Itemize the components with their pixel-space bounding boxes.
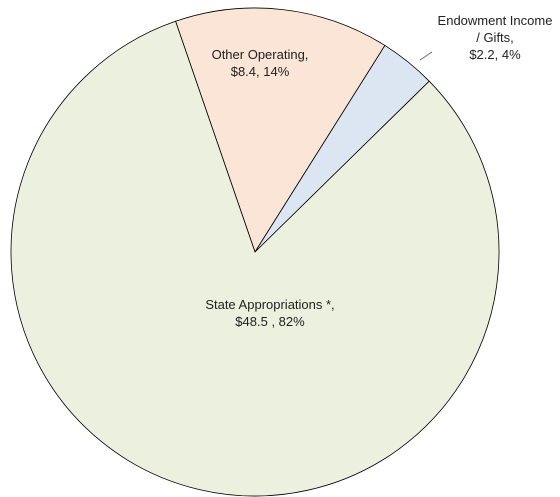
slice-label: Other Operating, $8.4, 14% bbox=[195, 46, 325, 80]
slice-value: $2.2, 4% bbox=[469, 47, 521, 62]
slice-value: $48.5 , 82% bbox=[235, 314, 305, 329]
slice-name: State Appropriations *, bbox=[205, 297, 335, 312]
leader-line bbox=[419, 51, 433, 61]
slice-label: Endowment Income / Gifts, $2.2, 4% bbox=[435, 12, 555, 63]
pie-slice bbox=[175, 7, 386, 253]
slice-name: Endowment Income / Gifts, bbox=[437, 13, 553, 45]
slice-value: $8.4, 14% bbox=[230, 64, 290, 79]
pie-slice bbox=[10, 20, 500, 497]
slice-label: State Appropriations *, $48.5 , 82% bbox=[205, 296, 335, 330]
slice-name: Other Operating, bbox=[211, 47, 309, 62]
